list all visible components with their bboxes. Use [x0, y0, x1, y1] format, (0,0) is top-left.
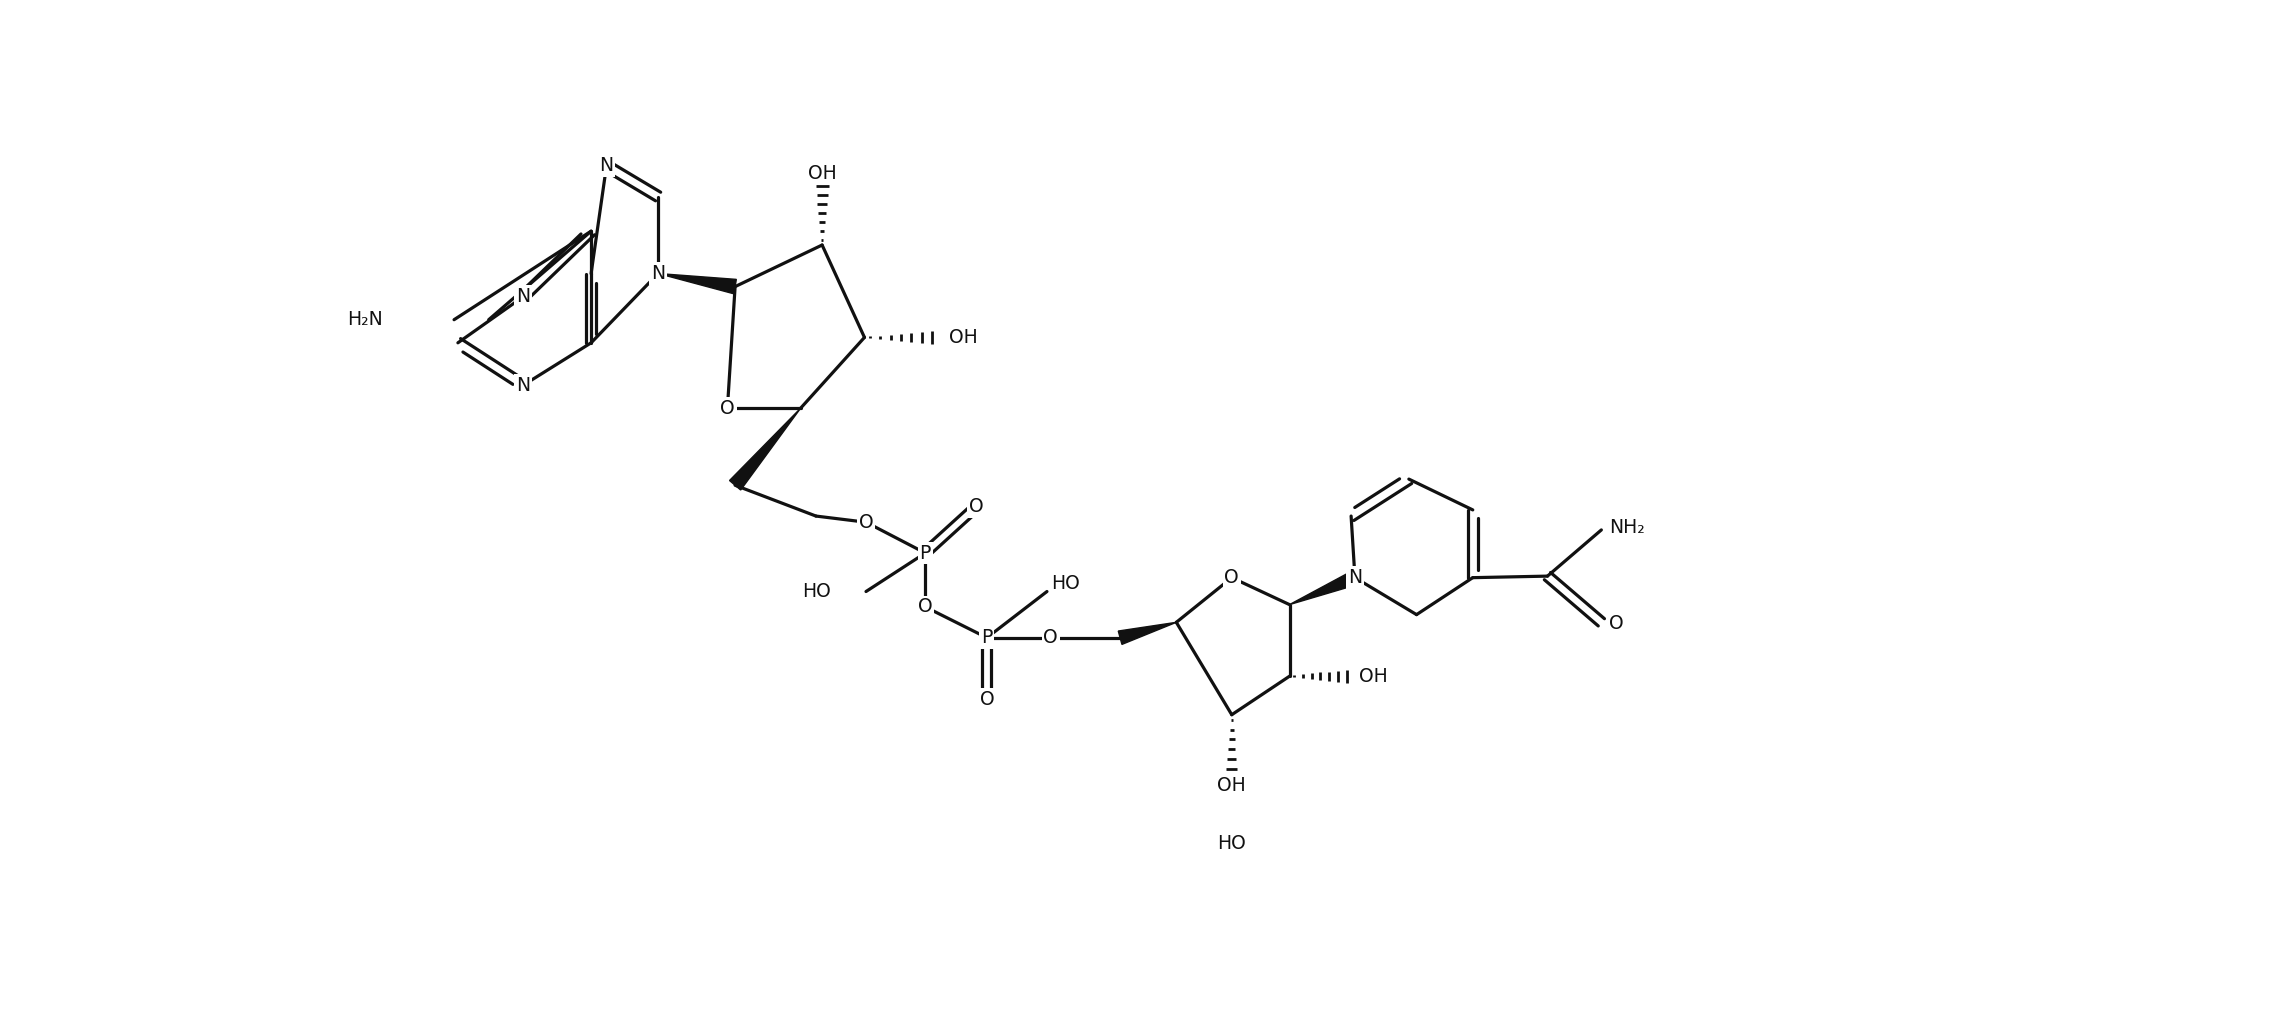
Text: N: N [598, 156, 615, 175]
Text: O: O [1224, 568, 1238, 587]
Text: O: O [1043, 628, 1057, 648]
Text: HO: HO [1218, 834, 1245, 853]
Text: O: O [1610, 615, 1623, 633]
Text: N: N [516, 287, 530, 306]
Text: O: O [970, 498, 984, 516]
Text: O: O [858, 513, 874, 531]
Text: O: O [917, 597, 933, 617]
Text: N: N [1348, 568, 1362, 587]
Text: O: O [720, 399, 734, 417]
Polygon shape [1119, 622, 1176, 645]
Text: OH: OH [949, 328, 977, 346]
Text: N: N [516, 375, 530, 395]
Text: HO: HO [803, 582, 832, 601]
Text: P: P [981, 628, 993, 648]
Text: OH: OH [1360, 667, 1387, 686]
Polygon shape [1289, 571, 1357, 604]
Text: P: P [919, 544, 931, 562]
Text: H₂N: H₂N [349, 310, 383, 329]
Text: O: O [979, 690, 995, 709]
Polygon shape [658, 273, 736, 294]
Text: N: N [651, 264, 665, 283]
Text: OH: OH [807, 163, 837, 183]
Text: NH₂: NH₂ [1610, 518, 1644, 537]
Text: HO: HO [1050, 575, 1080, 593]
Text: OH: OH [1218, 776, 1245, 795]
Polygon shape [729, 408, 800, 490]
